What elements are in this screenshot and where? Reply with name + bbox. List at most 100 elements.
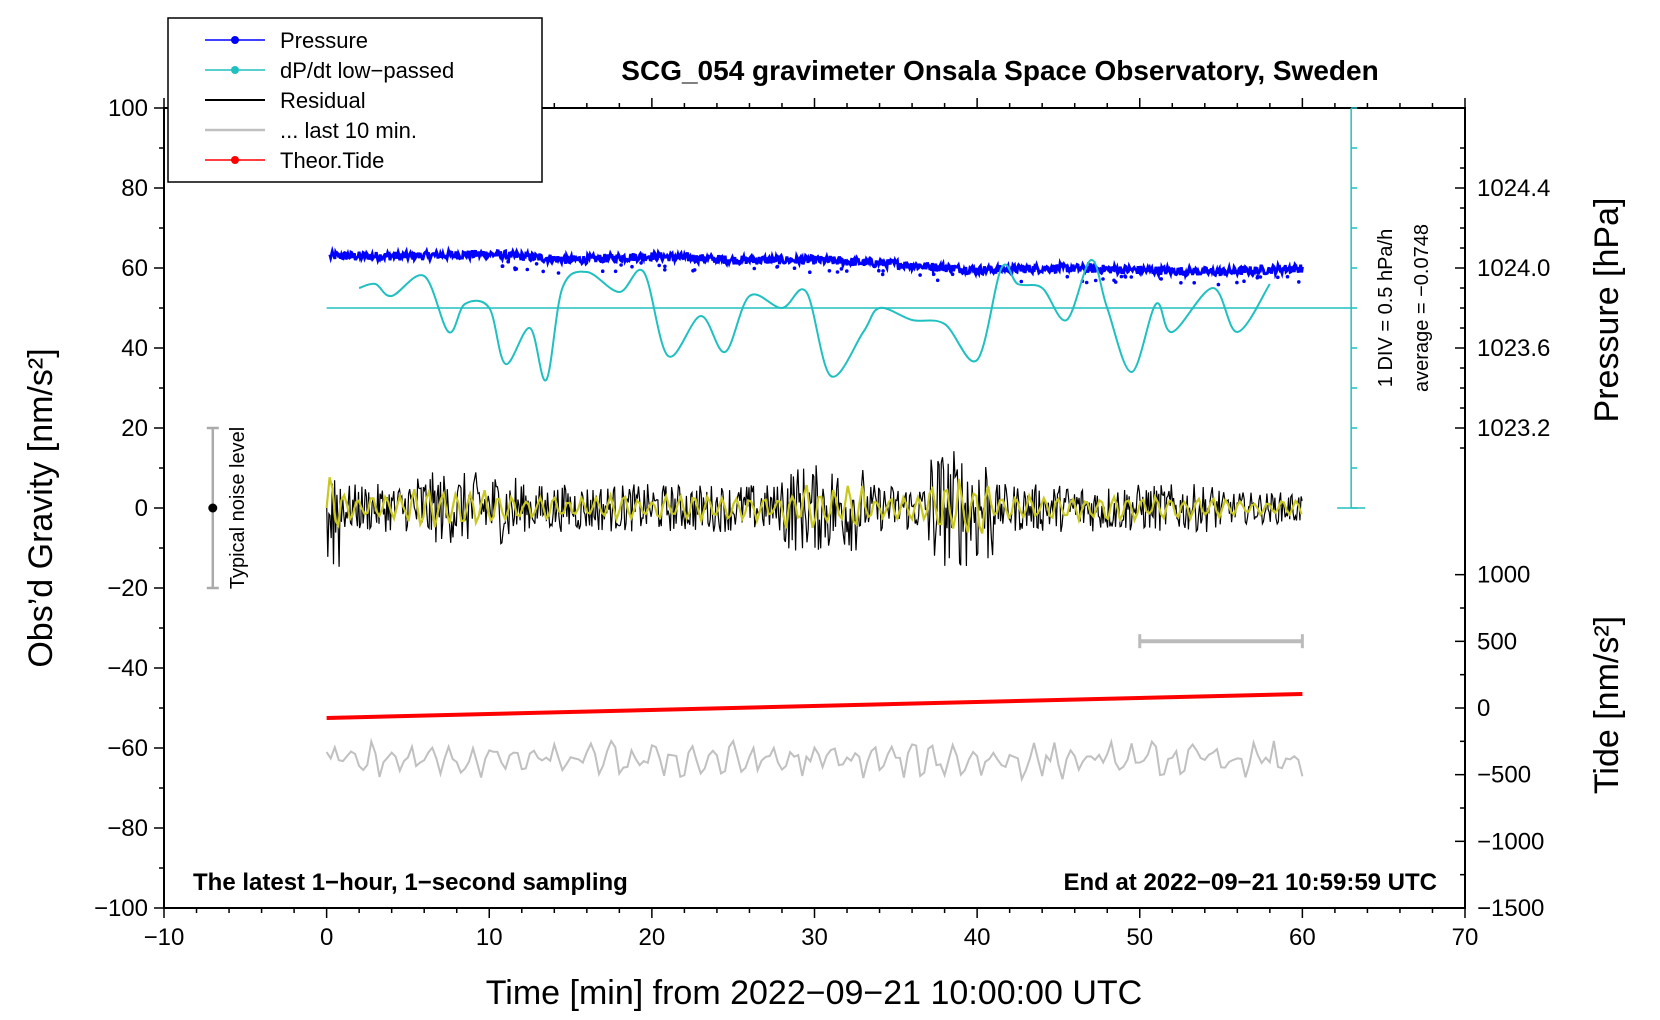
x-tick-label: 20 [639,924,666,951]
tick-layer: −10 0 10 20 30 40 50 60 70−100−80−60−40−20020406… [94,95,1550,951]
pressure-point [663,264,667,269]
x-tick-label: 40 [964,924,991,951]
pressure-point [534,262,539,266]
tide-tick-label: 500 [1477,628,1517,655]
pressure-tick-label: 1023.2 [1477,415,1550,442]
pressure-point [935,278,940,283]
pressure-point [877,268,881,273]
x-tick-label: 70 [1452,924,1479,951]
y-tick-label: −100 [94,895,148,922]
pressure-point [835,270,840,274]
last-10-min-line [325,737,1304,783]
pressure-point [1159,277,1163,281]
pressure-point [881,269,885,273]
legend-entry-residual: Residual [205,88,366,113]
pressure-point [525,267,530,272]
y-axis-title-left: Obs’d Gravity [nm/s²] [22,348,60,667]
legend-label-last10: ... last 10 min. [280,118,417,143]
pressure-point [1258,275,1263,279]
tide-tick-label: 0 [1477,695,1490,722]
tide-tick-label: 1000 [1477,562,1530,589]
pressure-point [845,269,849,273]
x-tick-label: 0 [320,924,333,951]
y-tick-label: 40 [121,335,148,362]
pressure-point [1113,280,1118,284]
pressure-point [500,264,505,269]
pressure-point [513,266,517,270]
y-tick-label: −80 [107,815,148,842]
chart-title: SCG_054 gravimeter Onsala Space Observat… [621,55,1378,86]
footer-left: The latest 1−hour, 1−second sampling [193,869,628,896]
y-tick-label: 80 [121,175,148,202]
legend-entry-tide: Theor.Tide [205,148,384,173]
legend-label-tide: Theor.Tide [280,148,384,173]
pressure-point [1123,274,1127,278]
pressure-point [1297,280,1301,284]
legend-label-dpdt: dP/dt low−passed [280,58,454,83]
legend-entry-pressure: Pressure [205,28,368,53]
y-tick-label: −40 [107,655,148,682]
pressure-point [1242,279,1246,284]
y-tick-label: −20 [107,575,148,602]
pressure-point [950,272,955,277]
pressure-point [808,270,812,275]
pressure-point [1119,274,1124,279]
footer-right: End at 2022−09−21 10:59:59 UTC [1063,869,1437,896]
y-tick-label: 100 [108,95,148,122]
x-tick-label: 50 [1126,924,1153,951]
pressure-line [328,245,1304,281]
pressure-point [880,272,885,277]
pressure-point [792,266,797,271]
dpdt-line [358,259,1271,382]
pressure-point [1129,275,1134,279]
x-axis-title: Time [min] from 2022−09−21 10:00:00 UTC [486,974,1142,1012]
residual-line [326,451,1303,567]
pressure-point [1235,280,1239,285]
tide-tick-label: −1000 [1477,828,1544,855]
y-tick-label: −60 [107,735,148,762]
pressure-point [1192,281,1196,285]
pressure-point [613,269,618,274]
pressure-point [918,273,922,277]
pressure-point [1093,278,1098,283]
pressure-point [1065,274,1070,279]
pressure-point [691,268,695,273]
pressure-point [506,259,510,264]
legend-entry-last10: ... last 10 min. [205,118,417,143]
pressure-point [827,269,832,273]
pressure-tick-label: 1024.0 [1477,255,1550,282]
pressure-point [619,263,623,267]
noise-level-label: Typical noise level [227,427,249,589]
y-tick-label: 20 [121,415,148,442]
x-tick-label: 60 [1289,924,1316,951]
pressure-point [775,265,779,269]
noise-level-point [208,503,218,513]
legend-label-pressure: Pressure [280,28,368,53]
x-tick-label: 10 [476,924,503,951]
pressure-point [1019,279,1024,284]
residual-smoothed-line [325,477,1303,534]
legend: Pressure dP/dt low−passed Residual ... l… [167,17,543,183]
pressure-tick-label: 1023.6 [1477,335,1550,362]
pressure-point [839,267,844,271]
pressure-point [752,266,757,271]
pressure-tick-label: 1024.4 [1477,175,1550,202]
y-axis-title-pressure: Pressure [hPa] [1588,198,1626,423]
pressure-point [600,269,605,274]
tide-tick-label: −1500 [1477,895,1544,922]
legend-entry-dpdt: dP/dt low−passed [205,58,454,83]
y-tick-label: 60 [121,255,148,282]
pressure-point [1216,282,1221,287]
pressure-point [1101,277,1105,281]
legend-label-residual: Residual [280,88,366,113]
tide-line [326,692,1303,720]
pressure-point [663,268,667,272]
dpdt-scale-label: 1 DIV = 0.5 hPa/h [1375,229,1397,387]
tide-tick-label: −500 [1477,762,1531,789]
pressure-point [1285,274,1290,279]
dpdt-average-label: average = −0.0748 [1411,224,1433,392]
x-tick-label: −10 [144,924,185,951]
pressure-point [541,269,545,274]
pressure-point [1179,281,1183,285]
y-axis-title-tide: Tide [nm/s²] [1588,616,1626,794]
